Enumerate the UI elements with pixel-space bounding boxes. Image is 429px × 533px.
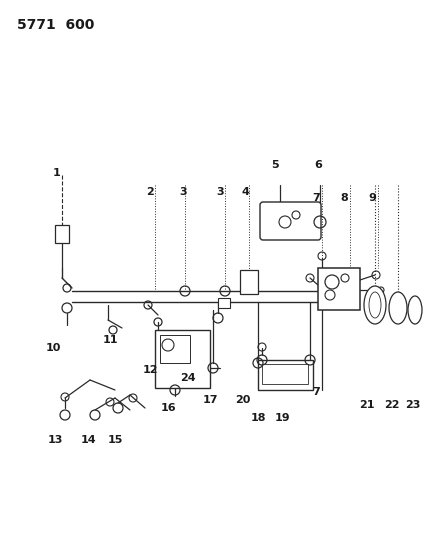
Ellipse shape xyxy=(389,292,407,324)
Bar xyxy=(240,270,258,294)
Bar xyxy=(318,268,360,310)
Text: 4: 4 xyxy=(241,187,249,197)
Text: 16: 16 xyxy=(160,403,176,413)
Text: 18: 18 xyxy=(250,413,266,423)
Text: 19: 19 xyxy=(274,413,290,423)
Text: 13: 13 xyxy=(47,435,63,445)
Bar xyxy=(218,298,230,308)
Text: 1: 1 xyxy=(53,168,61,178)
Text: 3: 3 xyxy=(179,187,187,197)
Bar xyxy=(55,225,69,243)
Bar xyxy=(262,364,308,384)
Text: 5771  600: 5771 600 xyxy=(17,18,94,32)
Text: 15: 15 xyxy=(107,435,123,445)
Text: 8: 8 xyxy=(340,193,348,203)
FancyBboxPatch shape xyxy=(260,202,321,240)
Ellipse shape xyxy=(369,292,381,318)
Text: 20: 20 xyxy=(236,395,251,405)
Text: 17: 17 xyxy=(202,395,218,405)
Text: 2: 2 xyxy=(146,187,154,197)
Bar xyxy=(258,360,313,390)
Text: 6: 6 xyxy=(314,160,322,170)
Text: 7: 7 xyxy=(312,387,320,397)
Bar xyxy=(160,335,190,363)
Text: 22: 22 xyxy=(384,400,400,410)
Text: 24: 24 xyxy=(180,373,196,383)
Bar xyxy=(155,330,210,388)
Text: 14: 14 xyxy=(80,435,96,445)
Text: 3: 3 xyxy=(216,187,224,197)
Ellipse shape xyxy=(408,296,422,324)
Text: 23: 23 xyxy=(405,400,421,410)
Text: 9: 9 xyxy=(368,193,376,203)
Ellipse shape xyxy=(364,286,386,324)
Text: 21: 21 xyxy=(359,400,375,410)
Text: 7: 7 xyxy=(312,193,320,203)
Text: 10: 10 xyxy=(45,343,60,353)
Text: 12: 12 xyxy=(142,365,158,375)
Text: 5: 5 xyxy=(271,160,279,170)
Text: 11: 11 xyxy=(102,335,118,345)
